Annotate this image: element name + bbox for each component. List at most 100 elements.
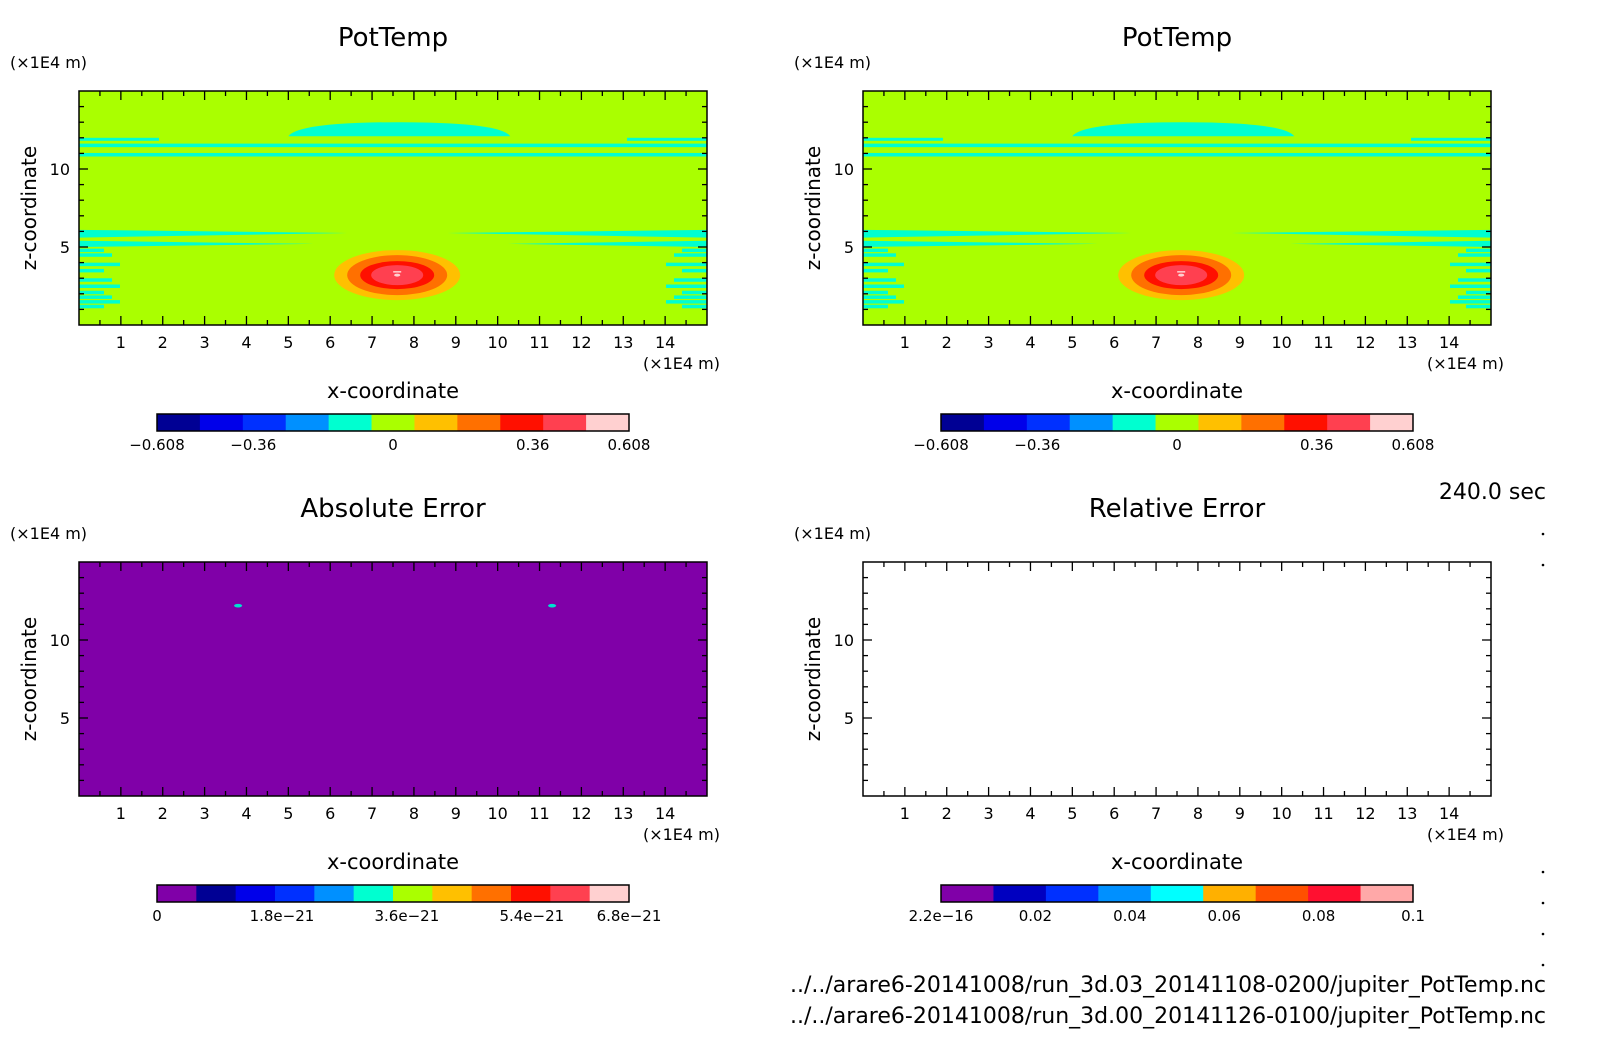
dot — [1541, 870, 1545, 874]
contour-band — [674, 295, 707, 299]
contour-band — [1458, 253, 1491, 257]
colorbar-tick-label: −0.608 — [913, 436, 969, 454]
colorbar-tick-label: 0.36 — [516, 436, 549, 454]
x-unit-label: (×1E4 m) — [1427, 825, 1504, 844]
contour-band — [863, 278, 896, 282]
x-axis-label: x-coordinate — [1111, 850, 1243, 874]
contour-peak — [1177, 271, 1186, 273]
contour-band — [79, 253, 112, 257]
contour-band — [79, 300, 120, 304]
colorbar-segment — [157, 885, 197, 902]
x-axis-label: x-coordinate — [327, 379, 459, 403]
contour-band — [863, 253, 896, 257]
x-tick-label: 6 — [325, 333, 335, 352]
file-path-2: ../../arare6-20141008/run_3d.00_20141126… — [790, 1004, 1546, 1029]
colorbar-segment — [1360, 885, 1414, 902]
x-tick-label: 10 — [487, 333, 507, 352]
colorbar-frame — [940, 413, 1414, 432]
contour-band — [79, 304, 104, 309]
y-tick-label: 5 — [60, 709, 70, 728]
colorbar-tick-label: 1.8e−21 — [250, 907, 315, 925]
chart-title: Relative Error — [1089, 494, 1266, 524]
contour-band — [79, 137, 159, 141]
x-tick-label: 1 — [900, 804, 910, 823]
x-tick-label: 7 — [367, 804, 377, 823]
x-tick-label: 11 — [1313, 804, 1333, 823]
contour-band — [79, 152, 707, 157]
x-tick-label: 8 — [1193, 804, 1203, 823]
contour-band — [682, 268, 707, 273]
colorbar-segment — [589, 885, 630, 902]
x-unit-label: (×1E4 m) — [1427, 354, 1504, 373]
contour-band — [863, 248, 888, 253]
x-tick-label: 4 — [241, 333, 251, 352]
contour-band — [79, 229, 347, 238]
y-axis-label: z-coordinate — [801, 146, 825, 270]
contour-band — [1466, 304, 1491, 309]
colorbar-segment — [1098, 885, 1152, 902]
colorbar-tick-label: 0.06 — [1207, 907, 1240, 925]
x-axis-label: x-coordinate — [1111, 379, 1243, 403]
x-tick-label: 3 — [200, 333, 210, 352]
y-axis-label: z-coordinate — [17, 146, 41, 270]
x-tick-label: 4 — [241, 804, 251, 823]
x-tick-label: 3 — [984, 333, 994, 352]
chart-title: PotTemp — [1122, 23, 1232, 53]
contour-band — [1231, 229, 1491, 238]
x-tick-label: 2 — [942, 333, 952, 352]
chart-panel: Relative Error (×1E4 m) (×1E4 m) x-coordina… — [794, 494, 1504, 925]
colorbar-tick-label: 0.08 — [1302, 907, 1335, 925]
colorbar-segment — [371, 414, 415, 431]
x-tick-label: 5 — [1067, 804, 1077, 823]
contour-band — [863, 290, 888, 295]
contour-band — [674, 278, 707, 282]
y-tick-label: 10 — [50, 631, 70, 650]
x-tick-label: 11 — [1313, 333, 1333, 352]
colorbar-segment — [941, 414, 985, 431]
contour-peak — [393, 271, 402, 273]
colorbar-segment — [393, 885, 433, 902]
colorbar-segment — [1069, 414, 1114, 431]
x-tick-label: 2 — [158, 804, 168, 823]
colorbar-tick-label: −0.608 — [129, 436, 185, 454]
contour-band — [863, 284, 904, 288]
colorbar-segment — [1155, 414, 1199, 431]
colorbar-segment — [275, 885, 315, 902]
contour-peak — [394, 273, 401, 277]
colorbar-segment — [1203, 885, 1257, 902]
contour-band — [863, 229, 1131, 238]
contour-band — [79, 290, 104, 295]
x-tick-label: 11 — [529, 333, 549, 352]
contour-band — [1411, 137, 1491, 141]
x-tick-label: 9 — [451, 333, 461, 352]
contour-band — [863, 300, 904, 304]
colorbar-segment — [1241, 414, 1285, 431]
x-tick-label: 8 — [409, 333, 419, 352]
x-tick-label: 7 — [367, 333, 377, 352]
contour-band — [674, 253, 707, 257]
contour-band — [79, 262, 120, 267]
y-unit-label: (×1E4 m) — [10, 524, 87, 543]
y-tick-label: 5 — [60, 238, 70, 257]
y-axis-label: z-coordinate — [801, 617, 825, 741]
x-axis-label: x-coordinate — [327, 850, 459, 874]
x-tick-label: 3 — [984, 804, 994, 823]
contour-band — [79, 278, 112, 282]
plot-content — [863, 91, 1491, 325]
x-tick-label: 11 — [529, 804, 549, 823]
colorbar-frame — [156, 413, 630, 432]
colorbar-segment — [550, 885, 591, 902]
y-tick-label: 5 — [844, 709, 854, 728]
time-label: 240.0 sec — [1439, 480, 1546, 505]
colorbar-tick-label: 0.02 — [1019, 907, 1052, 925]
plot-background — [79, 562, 707, 796]
colorbar-frame — [940, 884, 1414, 903]
colorbar-tick-label: −0.36 — [1014, 436, 1060, 454]
colorbar-segment — [285, 414, 330, 431]
x-tick-label: 12 — [1355, 333, 1375, 352]
colorbar-segment — [196, 885, 237, 902]
contour-band — [863, 262, 904, 267]
colorbar-segment — [983, 414, 1028, 431]
x-tick-label: 13 — [1397, 333, 1417, 352]
